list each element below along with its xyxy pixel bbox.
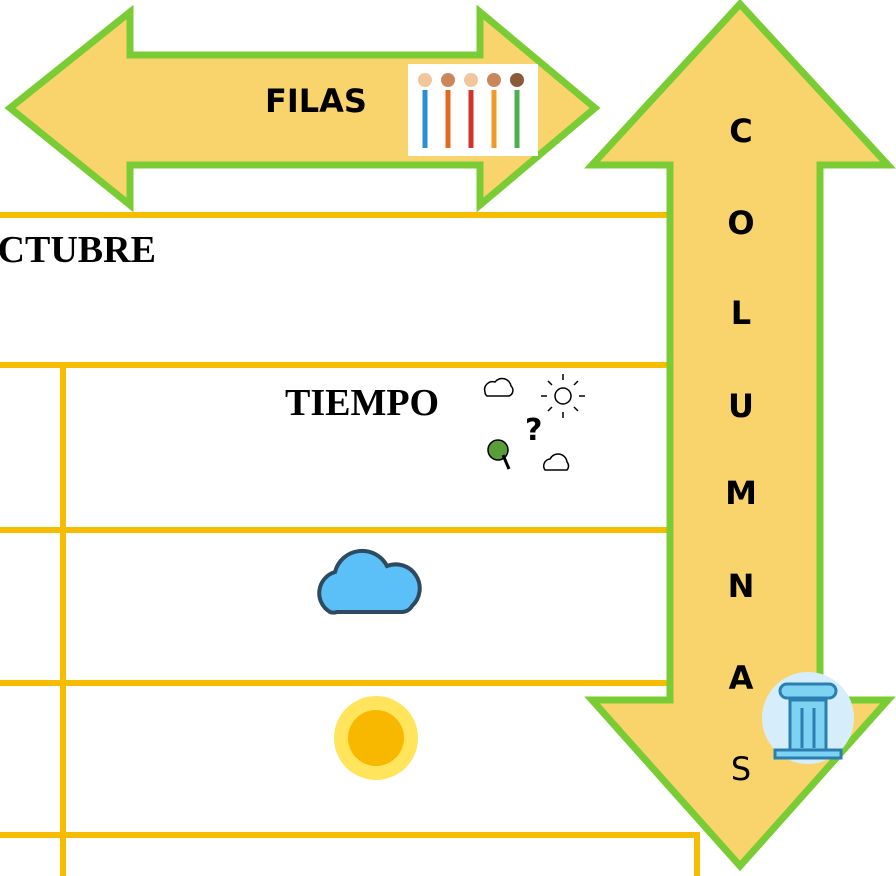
column-letter: C <box>729 112 752 150</box>
rows-label: FILAS <box>265 82 367 120</box>
column-header: TIEMPO <box>285 382 439 424</box>
sun-icon <box>334 696 418 780</box>
column-letter: A <box>729 659 754 697</box>
rows-arrow <box>4 4 601 213</box>
column-icon <box>762 672 854 764</box>
month-label: OCTUBRE <box>0 229 156 271</box>
columns-arrow <box>584 0 896 872</box>
column-letter: S <box>731 750 751 788</box>
table-grid <box>0 212 700 876</box>
people-icon <box>408 64 538 156</box>
columns-letters: C O L U M N A S <box>725 112 757 788</box>
column-letter: L <box>731 294 751 332</box>
column-letter: O <box>727 204 754 242</box>
column-letter: N <box>728 567 755 605</box>
column-letter: M <box>725 474 757 512</box>
weather-icon: ? <box>483 374 585 471</box>
svg-text:?: ? <box>525 413 542 448</box>
column-letter: U <box>728 387 754 425</box>
cloud-icon <box>317 548 422 615</box>
